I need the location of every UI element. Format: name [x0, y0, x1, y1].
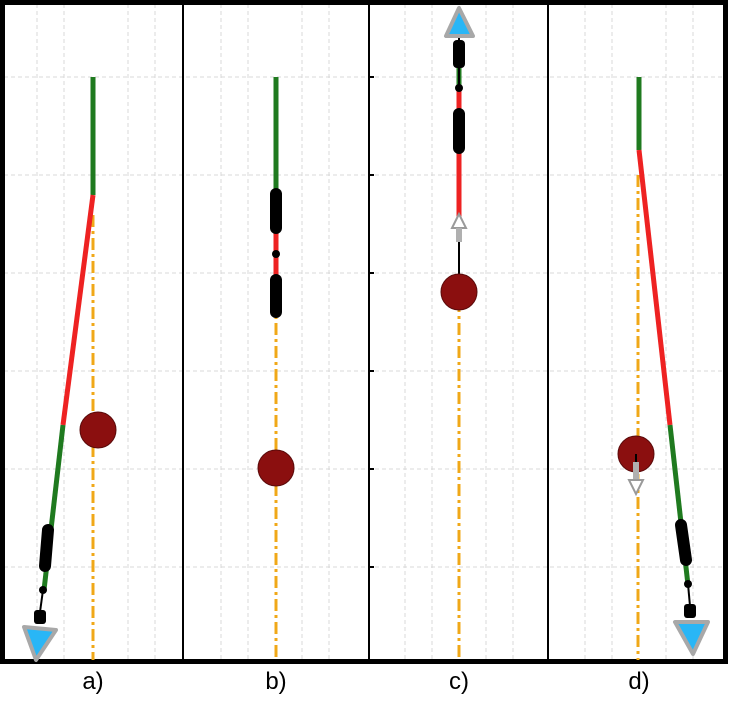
panel-d — [617, 77, 710, 660]
obstacle-circle-icon — [79, 411, 117, 449]
panel-a — [22, 77, 117, 662]
vehicle-hitch — [455, 84, 463, 92]
arrow-shaft — [633, 462, 639, 480]
vehicle-body — [39, 524, 54, 572]
panel-b — [257, 77, 295, 660]
panel-label-d: d) — [628, 668, 650, 695]
path-red-segment — [636, 149, 673, 426]
vehicle-link — [687, 583, 691, 607]
path-red-segment — [60, 194, 96, 426]
vehicle-link — [39, 589, 44, 613]
grid — [4, 4, 725, 660]
panel-c — [440, 6, 478, 660]
vehicle-body — [675, 519, 692, 566]
arrow-down-icon — [627, 479, 645, 497]
panel-label-c: c) — [449, 668, 469, 695]
vehicle-tail — [684, 604, 696, 618]
panel-label-b: b) — [265, 668, 287, 695]
panel-dividers — [182, 3, 549, 662]
panel-label-a: a) — [82, 668, 104, 695]
arrow-up-icon — [450, 211, 468, 229]
vehicle-tail — [453, 40, 465, 68]
vehicle-hitch — [272, 250, 280, 258]
obstacle-circle-icon — [440, 273, 478, 311]
obstacle-circle-icon — [257, 449, 295, 487]
vehicle-tail — [34, 610, 46, 624]
figure-frame — [0, 0, 728, 664]
arrow-down-icon — [22, 625, 58, 662]
arrow-shaft — [456, 228, 462, 242]
arrow-down-icon — [673, 620, 710, 656]
arrow-up-icon — [444, 6, 475, 38]
